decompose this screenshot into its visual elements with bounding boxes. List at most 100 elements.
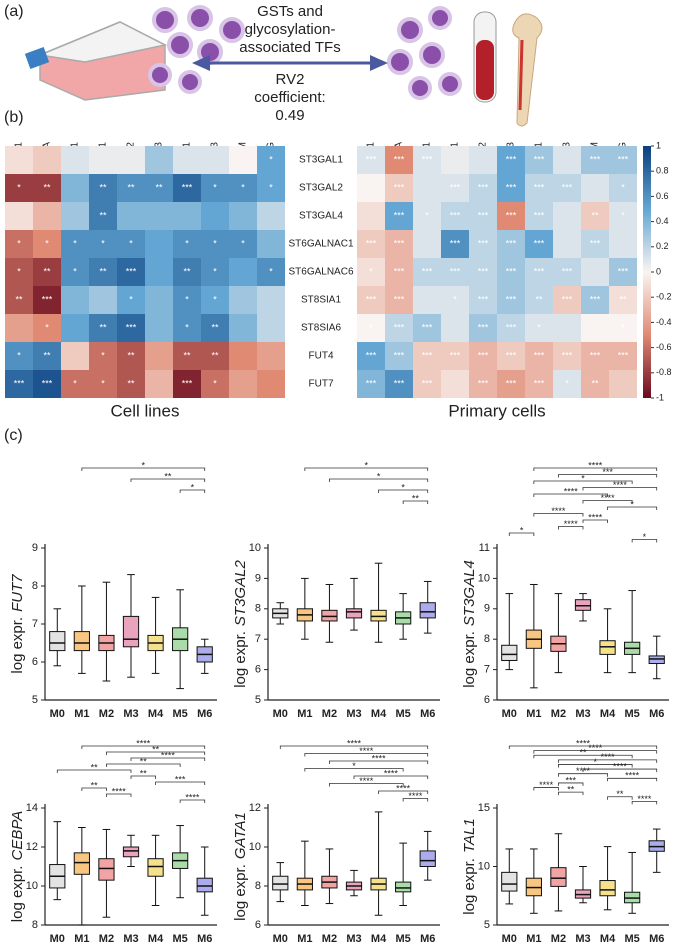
significance: *** bbox=[422, 322, 433, 332]
heatmap-cell bbox=[61, 202, 89, 230]
significance: * bbox=[45, 238, 49, 248]
x-tick-label: M3 bbox=[575, 933, 590, 945]
significance: *** bbox=[562, 182, 573, 192]
x-tick-label: M2 bbox=[322, 708, 337, 720]
heatmap-cell bbox=[5, 314, 33, 342]
y-axis-label: log expr.GATA1 bbox=[232, 812, 249, 921]
heatmap-cell bbox=[5, 146, 33, 174]
box bbox=[123, 847, 138, 857]
x-tick-label: M6 bbox=[197, 708, 212, 720]
significance: *** bbox=[394, 238, 405, 248]
row-label: ST6GALNAC6 bbox=[288, 267, 353, 278]
significance-label: ** bbox=[412, 493, 420, 503]
y-axis-label: log expr.ST3GAL4 bbox=[461, 560, 478, 688]
significance-label: ** bbox=[579, 748, 587, 758]
y-tick-label: 9 bbox=[32, 542, 38, 554]
significance: *** bbox=[126, 322, 137, 332]
y-tick-label: 10 bbox=[249, 542, 261, 554]
significance: ** bbox=[183, 350, 191, 360]
significance: *** bbox=[590, 294, 601, 304]
y-label-gene: FUT7 bbox=[9, 574, 26, 612]
schematic-text: 0.49 bbox=[275, 107, 304, 124]
significance-label: * bbox=[594, 757, 598, 767]
significance: *** bbox=[126, 266, 137, 276]
significance-label: ** bbox=[140, 768, 148, 778]
x-tick-label: M0 bbox=[502, 708, 517, 720]
heatmap-cell bbox=[609, 230, 637, 258]
x-tick-label: M5 bbox=[396, 708, 411, 720]
significance: *** bbox=[534, 154, 545, 164]
significance: ** bbox=[619, 294, 627, 304]
significance: ** bbox=[591, 210, 599, 220]
x-tick-label: M5 bbox=[173, 708, 188, 720]
heatmap-cell bbox=[229, 258, 257, 286]
significance: ** bbox=[183, 266, 191, 276]
heatmap-cell bbox=[413, 174, 441, 202]
x-tick-label: M2 bbox=[551, 933, 566, 945]
y-tick-label: 15 bbox=[478, 802, 490, 814]
row-label: ST3GAL2 bbox=[299, 183, 343, 194]
x-tick-label: M6 bbox=[649, 933, 664, 945]
significance: * bbox=[73, 238, 77, 248]
significance: *** bbox=[618, 266, 629, 276]
significance: ** bbox=[535, 294, 543, 304]
heatmap-cell bbox=[33, 202, 61, 230]
box bbox=[74, 632, 89, 651]
significance: *** bbox=[450, 350, 461, 360]
panel-label: (c) bbox=[4, 427, 23, 444]
y-tick-label: 5 bbox=[32, 694, 38, 706]
panel-label: (b) bbox=[4, 109, 24, 126]
x-tick-label: M2 bbox=[99, 708, 114, 720]
significance-label: * bbox=[520, 525, 524, 535]
significance: * bbox=[621, 322, 625, 332]
y-tick-label: 12 bbox=[249, 802, 261, 814]
significance-label: **** bbox=[136, 738, 151, 748]
heatmap-caption: Cell lines bbox=[111, 401, 180, 420]
significance: * bbox=[621, 210, 625, 220]
heatmap-cell bbox=[201, 202, 229, 230]
x-tick-label: M4 bbox=[148, 933, 164, 945]
significance: *** bbox=[394, 266, 405, 276]
significance-label: **** bbox=[601, 493, 616, 503]
heatmap-cell bbox=[61, 174, 89, 202]
row-label: ST8SIA6 bbox=[301, 323, 341, 334]
significance: *** bbox=[506, 350, 517, 360]
x-tick-label: M5 bbox=[625, 708, 640, 720]
significance: * bbox=[453, 294, 457, 304]
significance: *** bbox=[562, 294, 573, 304]
y-tick-label: 10 bbox=[26, 880, 38, 892]
significance: * bbox=[369, 322, 373, 332]
x-tick-label: M1 bbox=[74, 933, 89, 945]
significance-label: **** bbox=[564, 486, 579, 496]
heatmap-cell bbox=[229, 286, 257, 314]
row-label: FUT7 bbox=[309, 379, 334, 390]
significance-label: * bbox=[191, 482, 195, 492]
box bbox=[600, 641, 615, 655]
heatmap-cell bbox=[145, 230, 173, 258]
significance: *** bbox=[590, 238, 601, 248]
x-tick-label: M0 bbox=[50, 933, 65, 945]
significance-label: * bbox=[401, 482, 405, 492]
y-axis-label: log expr.CEBPA bbox=[9, 811, 26, 922]
colorbar bbox=[643, 146, 651, 398]
y-tick-label: 6 bbox=[32, 656, 38, 668]
significance: *** bbox=[14, 378, 25, 388]
heatmap-cell bbox=[413, 230, 441, 258]
significance: ** bbox=[99, 210, 107, 220]
significance: *** bbox=[182, 378, 193, 388]
heatmap-cell bbox=[581, 174, 609, 202]
significance: *** bbox=[562, 350, 573, 360]
significance: ** bbox=[43, 266, 51, 276]
heatmap-cell bbox=[553, 202, 581, 230]
heatmap-cell bbox=[229, 370, 257, 398]
box bbox=[371, 610, 386, 621]
y-label-prefix: log expr. bbox=[461, 631, 478, 688]
significance: * bbox=[185, 238, 189, 248]
y-tick-label: 14 bbox=[26, 802, 38, 814]
significance-label: * bbox=[581, 473, 585, 483]
x-tick-label: M0 bbox=[273, 708, 288, 720]
y-label-gene: CEBPA bbox=[9, 811, 26, 861]
significance: *** bbox=[506, 378, 517, 388]
significance: *** bbox=[422, 350, 433, 360]
heatmap-cell bbox=[173, 146, 201, 174]
